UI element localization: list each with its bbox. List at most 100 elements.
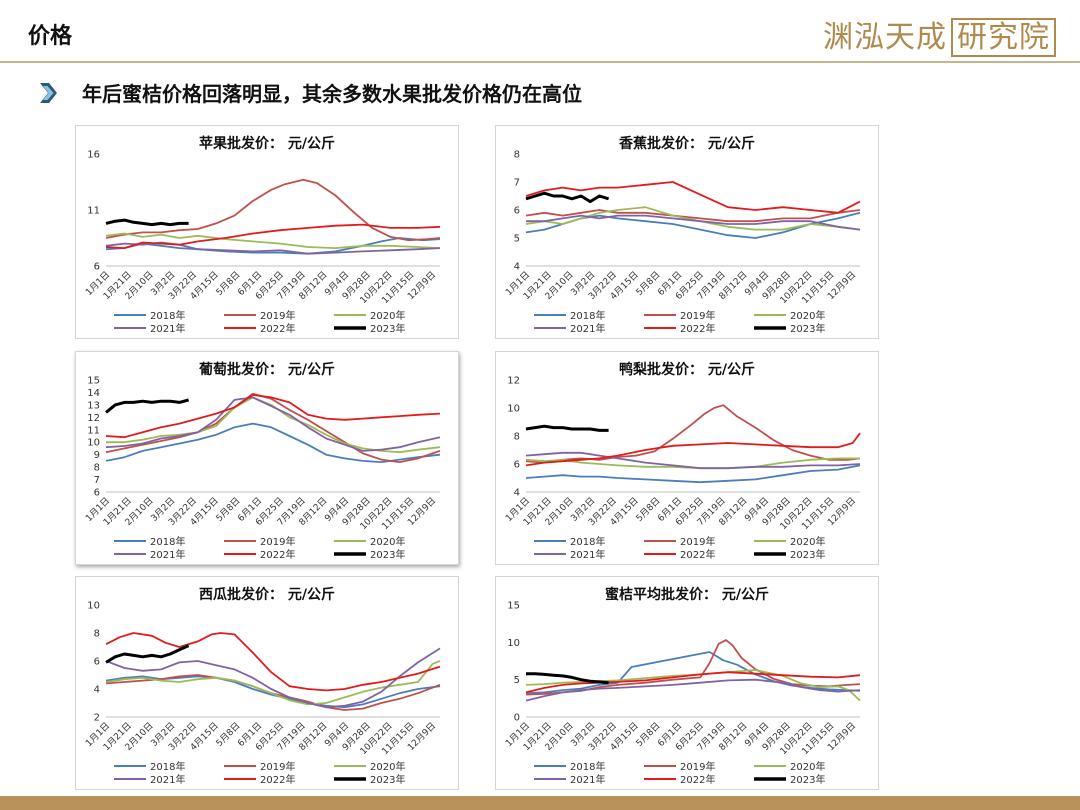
- y-tick-label: 16: [87, 150, 100, 161]
- chart-title: 葡萄批发价： 元/公斤: [198, 361, 335, 378]
- series-line: [525, 671, 861, 694]
- y-tick-label: 6: [514, 460, 520, 471]
- chart-panel-banana: 香蕉批发价： 元/公斤 4 5 6 7 8 1月1日 1月21日 2月10日 3月2日 3月22日 4…: [495, 125, 879, 339]
- y-tick-label: 4: [514, 488, 520, 499]
- series-line: [525, 404, 861, 464]
- series-line: [105, 218, 189, 227]
- chart-panel-tangerine: 蜜桔平均批发价： 元/公斤 0 5 10 15 1月1日 1月21日 2月10日 3月2日 3月2…: [495, 576, 879, 790]
- chart-panel-watermelon: 西瓜批发价： 元/公斤 2 4 6 8 10 1月1日 1月21日 2月10日 3月2日 3月22日…: [75, 576, 459, 790]
- legend-label: 2019年: [680, 760, 715, 773]
- legend-label: 2022年: [260, 322, 295, 335]
- series-line: [525, 451, 861, 470]
- y-tick-label: 6: [94, 488, 100, 499]
- y-tick-label: 2: [94, 713, 100, 724]
- legend-label: 2018年: [570, 535, 605, 548]
- series-line: [105, 394, 441, 439]
- y-tick-label: 4: [94, 685, 100, 696]
- series-line: [105, 178, 441, 242]
- legend-label: 2021年: [570, 322, 605, 335]
- series-line: [525, 639, 861, 696]
- series-line: [105, 675, 441, 709]
- series-line: [105, 398, 189, 414]
- legend-label: 2020年: [790, 535, 825, 548]
- chart-title: 鸭梨批发价： 元/公斤: [619, 361, 755, 378]
- slide-subtitle: 年后蜜桔价格回落明显，其余多数水果批发价格仍在高位: [82, 82, 582, 106]
- series-line: [105, 660, 441, 706]
- y-tick-label: 8: [94, 629, 100, 640]
- legend-label: 2023年: [370, 548, 405, 561]
- legend-label: 2023年: [790, 322, 825, 335]
- chart-title: 西瓜批发价： 元/公斤: [199, 586, 335, 603]
- y-tick-label: 10: [87, 438, 100, 449]
- legend-label: 2018年: [150, 535, 185, 548]
- legend-label: 2018年: [570, 760, 605, 773]
- y-tick-label: 8: [94, 463, 100, 474]
- legend-label: 2018年: [570, 309, 605, 322]
- legend-label: 2023年: [790, 548, 825, 561]
- y-tick-label: 10: [507, 404, 520, 415]
- y-tick-label: 13: [87, 400, 100, 411]
- legend-label: 2019年: [260, 309, 295, 322]
- chart-title: 苹果批发价： 元/公斤: [199, 135, 335, 152]
- series-line: [525, 181, 861, 214]
- legend-label: 2018年: [150, 760, 185, 773]
- legend-label: 2022年: [260, 773, 295, 786]
- chevron-right-icon: [40, 82, 57, 103]
- series-line: [525, 678, 861, 702]
- series-line: [105, 647, 441, 709]
- legend-label: 2022年: [680, 322, 715, 335]
- y-tick-label: 6: [94, 657, 100, 668]
- y-tick-label: 8: [514, 432, 520, 443]
- series-line: [105, 396, 441, 452]
- legend-label: 2022年: [680, 548, 715, 561]
- legend-label: 2021年: [150, 322, 185, 335]
- series-line: [526, 672, 609, 685]
- legend-label: 2023年: [790, 773, 825, 786]
- legend-label: 2019年: [680, 309, 715, 322]
- chart-panel-apple: 苹果批发价： 元/公斤 6 11 16 1月1日 1月21日 2月10日 3月2日 3月22日 4…: [75, 125, 459, 339]
- y-tick-label: 5: [514, 675, 520, 686]
- y-tick-label: 7: [94, 475, 100, 486]
- chart-panel-pear: 鸭梨批发价： 元/公斤 4 6 8 10 12 1月1日 1月21日 2月10日 3月2日 3月22…: [495, 351, 879, 565]
- legend-label: 2020年: [370, 760, 405, 773]
- y-tick-label: 0: [514, 713, 520, 724]
- legend-label: 2020年: [790, 309, 825, 322]
- series-line: [525, 464, 861, 484]
- series-line: [525, 191, 610, 204]
- legend-label: 2020年: [790, 760, 825, 773]
- series-line: [525, 432, 861, 467]
- legend-label: 2022年: [680, 773, 715, 786]
- subtitle-row: 年后蜜桔价格回落明显，其余多数水果批发价格仍在高位: [36, 78, 582, 107]
- series-line: [105, 422, 441, 463]
- y-tick-label: 15: [87, 376, 100, 387]
- y-tick-label: 8: [514, 150, 520, 161]
- legend-label: 2021年: [570, 548, 605, 561]
- series-line: [525, 424, 609, 432]
- chart-title: 香蕉批发价： 元/公斤: [618, 135, 755, 152]
- page-title: 价格: [28, 24, 73, 49]
- y-tick-label: 6: [514, 206, 520, 217]
- brand-logo: 渊泓天成 研究院: [823, 12, 1056, 57]
- series-line: [526, 214, 861, 231]
- y-tick-label: 12: [507, 376, 520, 387]
- y-tick-label: 9: [94, 450, 100, 461]
- y-tick-label: 12: [87, 413, 100, 424]
- y-tick-label: 10: [87, 601, 100, 612]
- legend-label: 2023年: [370, 773, 405, 786]
- chart-title: 蜜桔平均批发价： 元/公斤: [605, 586, 769, 603]
- y-tick-label: 15: [507, 601, 520, 612]
- y-tick-label: 7: [514, 178, 520, 189]
- legend-label: 2018年: [150, 309, 185, 322]
- series-line: [105, 232, 441, 249]
- y-tick-label: 11: [87, 206, 100, 217]
- series-line: [105, 632, 441, 692]
- y-tick-label: 11: [87, 425, 100, 436]
- y-tick-label: 14: [87, 388, 100, 399]
- legend-label: 2020年: [370, 309, 405, 322]
- legend-label: 2020年: [370, 535, 405, 548]
- series-line: [525, 651, 861, 694]
- legend-label: 2019年: [260, 535, 295, 548]
- y-tick-label: 10: [507, 638, 520, 649]
- legend-label: 2021年: [150, 548, 185, 561]
- legend-label: 2023年: [370, 322, 405, 335]
